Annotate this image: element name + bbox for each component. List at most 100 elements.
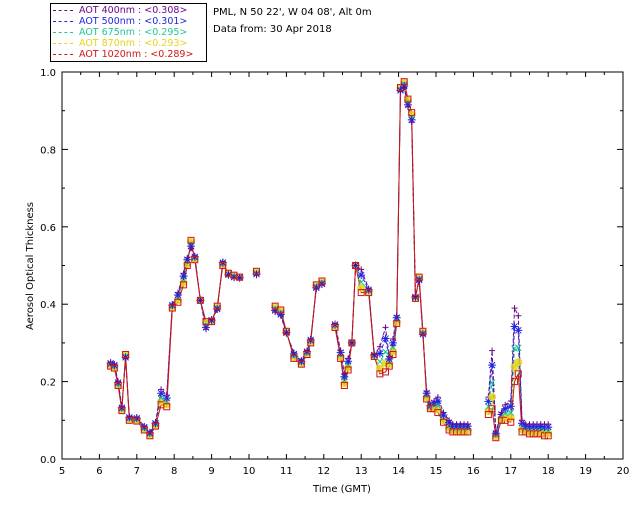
x-tick-label: 20 bbox=[617, 466, 630, 477]
point-1020 bbox=[484, 410, 492, 418]
point-400 bbox=[318, 281, 325, 288]
point-675 bbox=[485, 403, 492, 411]
point-400 bbox=[115, 378, 122, 385]
point-400 bbox=[511, 305, 518, 312]
point-400 bbox=[404, 103, 411, 110]
point-400 bbox=[507, 397, 514, 404]
point-1020 bbox=[277, 306, 285, 314]
point-500 bbox=[484, 397, 493, 406]
point-400 bbox=[191, 252, 198, 259]
point-1020 bbox=[174, 298, 182, 306]
point-400 bbox=[376, 343, 383, 350]
point-500 bbox=[357, 271, 366, 280]
point-400 bbox=[545, 421, 552, 428]
point-400 bbox=[303, 347, 310, 354]
x-tick-label: 13 bbox=[355, 466, 368, 477]
point-1020 bbox=[180, 281, 188, 289]
point-1020 bbox=[318, 277, 326, 285]
point-870 bbox=[385, 360, 394, 369]
point-1020 bbox=[423, 395, 431, 403]
legend-swatch-870 bbox=[53, 43, 73, 44]
point-500 bbox=[510, 322, 519, 331]
legend-swatch-400 bbox=[53, 10, 73, 11]
point-400 bbox=[188, 245, 195, 252]
point-1020 bbox=[196, 296, 204, 304]
x-tick-label: 14 bbox=[392, 466, 405, 477]
point-500 bbox=[501, 404, 510, 413]
point-400 bbox=[219, 258, 226, 265]
point-1020 bbox=[389, 351, 397, 359]
point-400 bbox=[146, 428, 153, 435]
series-line-0 bbox=[334, 86, 468, 425]
legend-label-1020: AOT 1020nm : <0.289> bbox=[79, 49, 194, 60]
point-400 bbox=[332, 320, 339, 327]
point-1020 bbox=[393, 320, 401, 328]
point-500 bbox=[375, 349, 384, 358]
point-870 bbox=[488, 393, 497, 402]
point-500 bbox=[514, 326, 523, 335]
point-400 bbox=[158, 386, 165, 393]
point-1020 bbox=[168, 304, 176, 312]
point-675 bbox=[488, 379, 496, 386]
point-1020 bbox=[146, 432, 154, 440]
point-1020 bbox=[492, 434, 500, 442]
point-1020 bbox=[507, 418, 515, 426]
point-400 bbox=[365, 285, 372, 292]
point-500 bbox=[433, 396, 442, 405]
point-1020 bbox=[352, 262, 360, 269]
point-1020 bbox=[163, 403, 171, 411]
point-1020 bbox=[133, 417, 141, 425]
axes bbox=[61, 71, 624, 460]
point-1020 bbox=[464, 428, 472, 436]
point-500 bbox=[381, 334, 390, 343]
point-400 bbox=[446, 417, 453, 424]
point-870 bbox=[173, 296, 182, 305]
legend-swatch-1020 bbox=[53, 54, 73, 55]
point-1020 bbox=[365, 289, 373, 297]
point-400 bbox=[283, 330, 290, 337]
point-675 bbox=[507, 409, 515, 417]
legend-label-675: AOT 675nm : <0.295> bbox=[79, 27, 188, 38]
y-tick-label: 0.8 bbox=[40, 145, 56, 156]
legend-item-400: AOT 400nm : <0.308> bbox=[53, 5, 187, 16]
point-500 bbox=[388, 338, 397, 347]
point-400 bbox=[341, 370, 348, 377]
point-400 bbox=[307, 336, 314, 343]
point-400 bbox=[184, 254, 191, 261]
legend-item-870: AOT 870nm : <0.293> bbox=[53, 38, 187, 49]
point-1020 bbox=[208, 318, 216, 326]
point-400 bbox=[419, 332, 426, 339]
legend-label-500: AOT 500nm : <0.301> bbox=[79, 16, 188, 27]
point-1020 bbox=[357, 289, 365, 297]
point-400 bbox=[423, 388, 430, 395]
point-1020 bbox=[125, 416, 133, 424]
point-400 bbox=[345, 355, 352, 362]
point-1020 bbox=[382, 368, 390, 376]
legend-item-675: AOT 675nm : <0.295> bbox=[53, 27, 187, 38]
point-400 bbox=[337, 347, 344, 354]
point-400 bbox=[152, 419, 159, 426]
point-1020 bbox=[544, 432, 552, 440]
point-1020 bbox=[514, 370, 522, 378]
date-info: Data from: 30 Apr 2018 bbox=[213, 24, 332, 35]
point-400 bbox=[412, 293, 419, 300]
point-1020 bbox=[303, 351, 311, 359]
point-1020 bbox=[114, 381, 122, 389]
point-400 bbox=[197, 297, 204, 304]
y-tick-label: 0.2 bbox=[40, 378, 56, 389]
point-1020 bbox=[340, 381, 348, 389]
point-1020 bbox=[110, 364, 118, 372]
point-1020 bbox=[252, 267, 260, 275]
series-lines bbox=[110, 80, 549, 438]
point-400 bbox=[502, 401, 509, 408]
point-1020 bbox=[385, 362, 393, 370]
point-400 bbox=[393, 312, 400, 319]
y-tick-label: 0.4 bbox=[40, 300, 56, 311]
point-870 bbox=[407, 110, 416, 119]
point-675 bbox=[382, 348, 389, 356]
point-1020 bbox=[400, 78, 408, 86]
series-line-4 bbox=[110, 240, 240, 437]
point-870 bbox=[506, 413, 515, 422]
point-1020 bbox=[282, 327, 290, 335]
point-400 bbox=[253, 272, 260, 279]
